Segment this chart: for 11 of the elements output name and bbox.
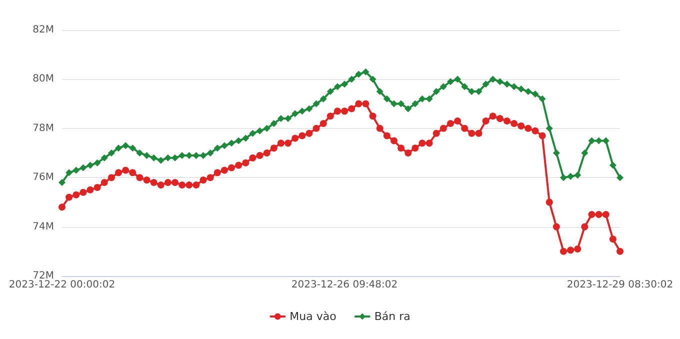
y-tick-label: 74M: [32, 221, 54, 232]
y-tick-label: 76M: [32, 172, 54, 184]
y-tick-label: 72M: [32, 270, 54, 282]
y-tick-label: 78M: [32, 122, 54, 134]
legend-label: Bán ra: [374, 310, 410, 323]
x-tick-label: 2023-12-26 09:48:02: [291, 280, 398, 290]
y-tick-label: 82M: [32, 24, 54, 36]
x-tick-label: 2023-12-22 00:00:02: [8, 280, 116, 290]
legend-label: Mua vào: [290, 310, 337, 323]
x-tick-label: 2023-12-29 08:30:02: [566, 280, 674, 290]
y-tick-label: 80M: [32, 74, 54, 85]
